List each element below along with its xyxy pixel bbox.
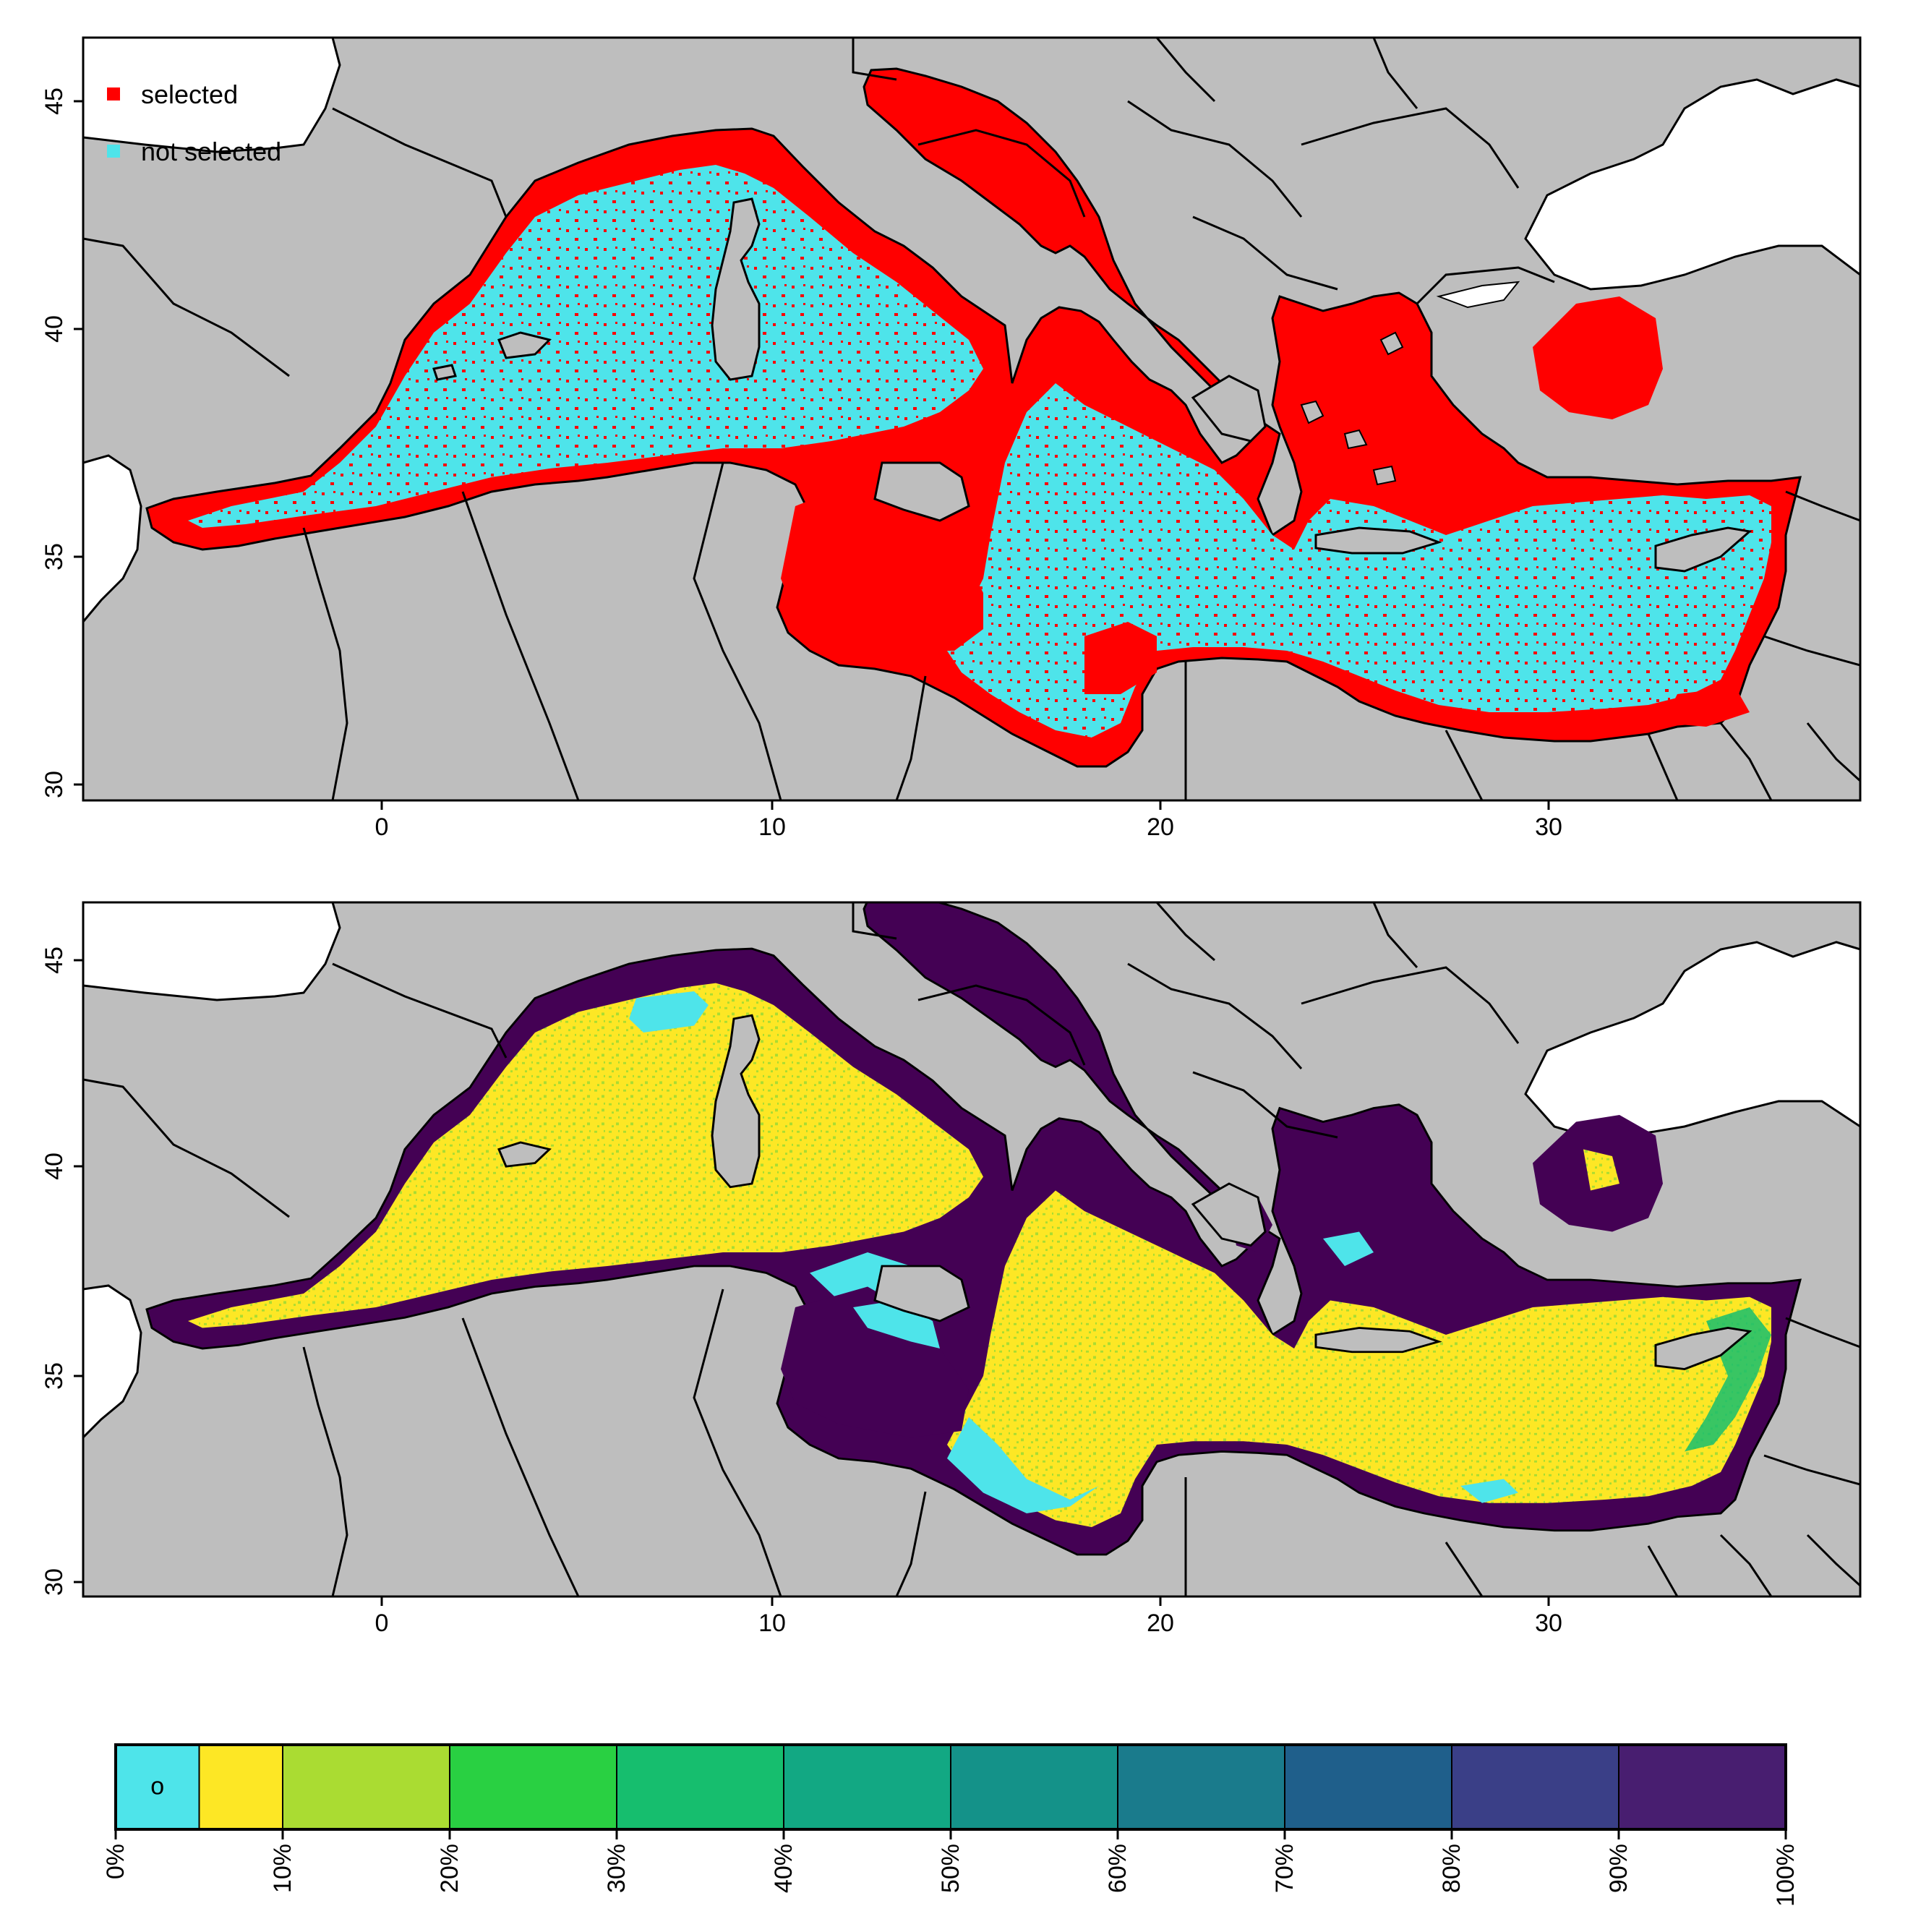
atlantic-outside — [83, 38, 341, 153]
colorbar-label: 10% — [269, 1844, 296, 1893]
colorbar-cell — [282, 1744, 450, 1830]
colorbar-label: 100% — [1772, 1844, 1799, 1907]
colorbar-label: 50% — [937, 1844, 964, 1893]
colorbar-label: 40% — [770, 1844, 797, 1893]
y-tick-label: 40 — [40, 1153, 68, 1180]
y-tick-label: 45 — [40, 946, 68, 974]
colorbar-cell — [1284, 1744, 1452, 1830]
y-tick-label: 45 — [40, 87, 68, 115]
y-axis-bottom: 45 40 35 30 — [40, 946, 83, 1596]
sicily — [873, 461, 970, 522]
black-sea — [1524, 78, 1860, 291]
x-axis-top: 0 10 20 30 — [375, 800, 1562, 841]
colorbar-cell — [950, 1744, 1118, 1830]
colorbar-label: 90% — [1605, 1844, 1632, 1893]
map-panel-percentage: 0 10 20 30 45 40 35 30 — [40, 901, 1862, 1637]
colorbar-label: 20% — [436, 1844, 463, 1893]
balearic — [497, 331, 552, 359]
colorbar-cell — [1618, 1744, 1786, 1830]
y-tick-label: 30 — [40, 771, 68, 798]
y-tick-label: 40 — [40, 315, 68, 343]
atlantic-west — [83, 454, 142, 624]
colorbar-label: 0% — [102, 1844, 129, 1879]
crete — [1314, 526, 1442, 555]
colorbar-cell — [1451, 1744, 1619, 1830]
colorbar-zero-mark: o — [150, 1773, 164, 1800]
legend-swatch-selected — [107, 87, 120, 101]
x-tick-label: 30 — [1535, 813, 1562, 841]
colorbar-label: 80% — [1438, 1844, 1465, 1893]
legend: selected not selected — [107, 80, 281, 166]
legend-swatch-not-selected — [107, 145, 120, 158]
legend-label-selected: selected — [141, 80, 238, 109]
cyprus — [1654, 526, 1752, 573]
colorbar-label: 30% — [603, 1844, 630, 1893]
map-frame — [82, 901, 1862, 1598]
y-axis-top: 45 40 35 30 — [40, 87, 83, 798]
x-tick-label: 10 — [758, 813, 786, 841]
map-panel-selection: selected not selected 0 10 20 30 45 40 3… — [40, 36, 1862, 841]
colorbar-cell — [449, 1744, 617, 1830]
y-tick-label: 30 — [40, 1568, 68, 1596]
colorbar-cell — [616, 1744, 784, 1830]
y-tick-label: 35 — [40, 543, 68, 570]
x-tick-label: 0 — [375, 1610, 389, 1637]
x-tick-label: 20 — [1147, 813, 1174, 841]
legend-label-not-selected: not selected — [141, 137, 281, 166]
color-scale-bar: o 0% 10% 20% 30% 40% 50% 60% 70% 80% 90% 100% — [102, 1743, 1799, 1907]
marmara-sea — [1436, 281, 1520, 309]
colorbar-label: 60% — [1104, 1844, 1131, 1893]
x-tick-label: 30 — [1535, 1610, 1562, 1637]
corsica-sardinia — [711, 197, 761, 381]
y-tick-label: 35 — [40, 1362, 68, 1390]
colorbar-cell — [1117, 1744, 1285, 1830]
x-tick-label: 0 — [375, 813, 389, 841]
colorbar-cell — [783, 1744, 951, 1830]
map-frame — [82, 36, 1862, 802]
x-axis-bottom: 0 10 20 30 — [375, 1597, 1562, 1637]
colorbar-label: 70% — [1271, 1844, 1298, 1893]
colorbar-cell — [198, 1744, 283, 1830]
x-tick-label: 20 — [1147, 1610, 1174, 1637]
x-tick-label: 10 — [758, 1610, 786, 1637]
